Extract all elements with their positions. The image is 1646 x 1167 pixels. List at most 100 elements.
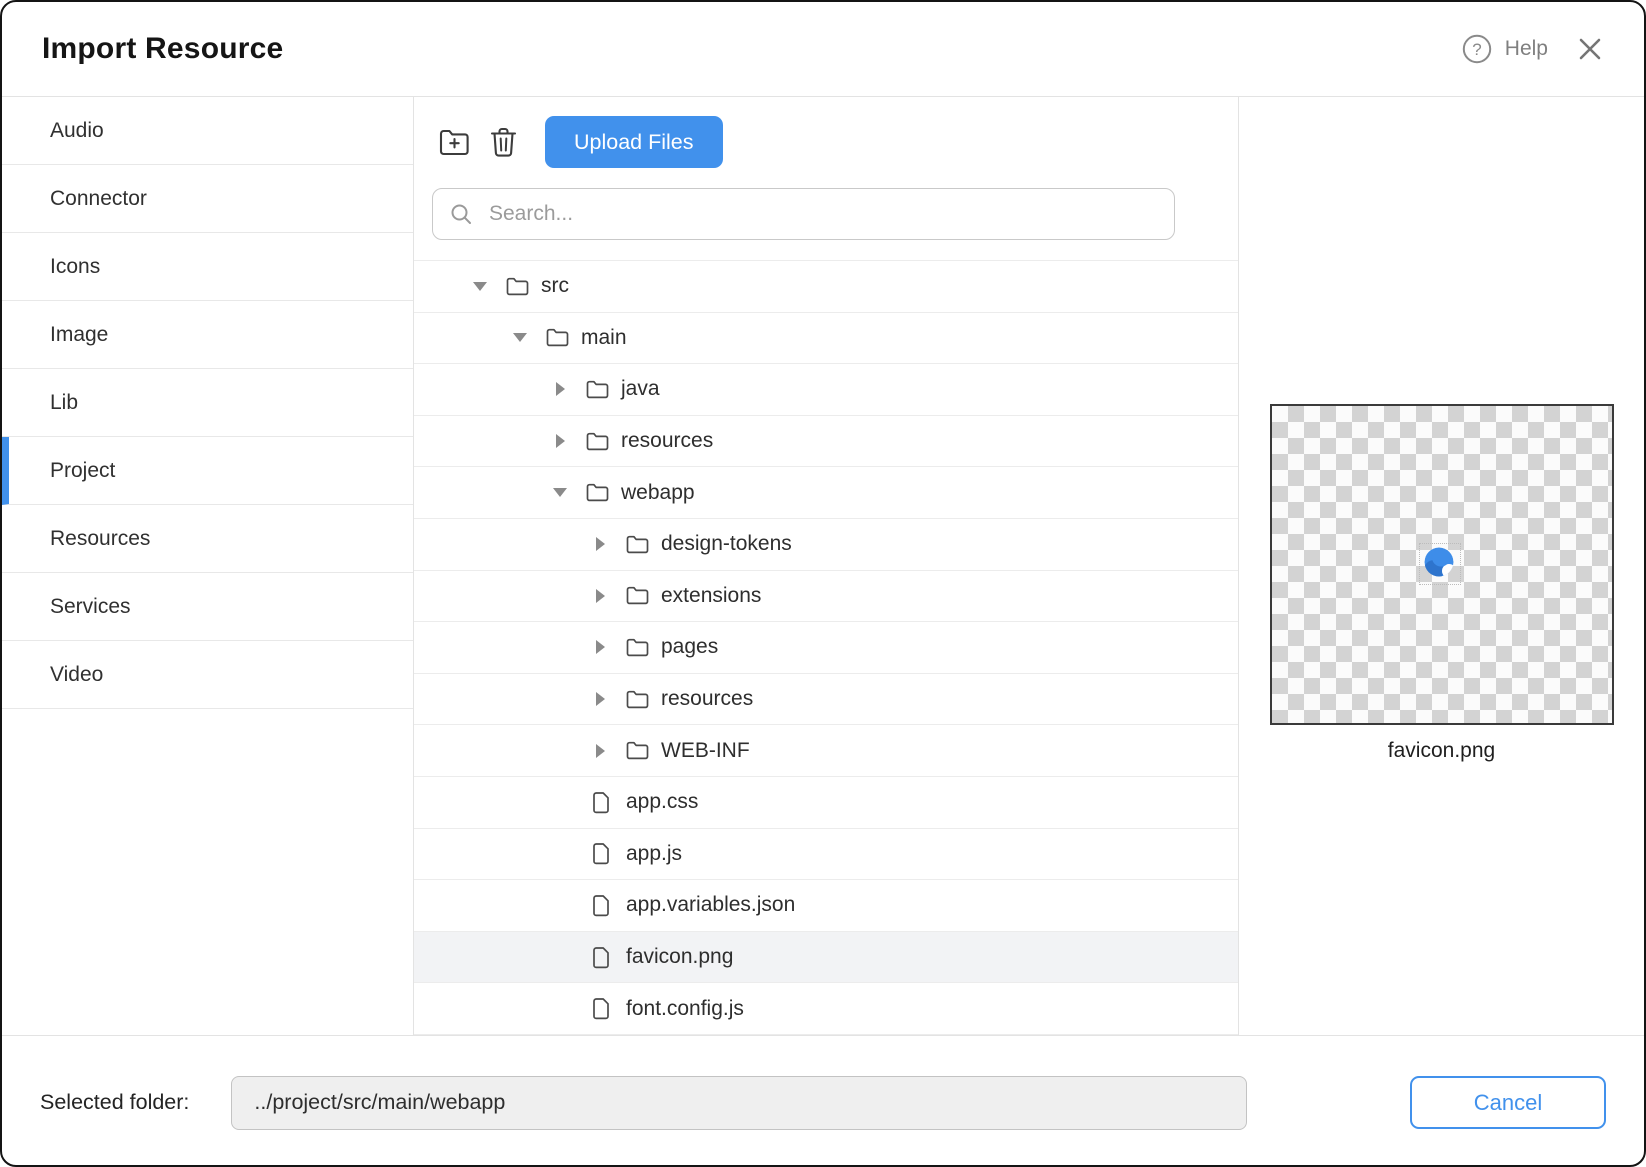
sidebar-item-label: Image <box>50 322 109 346</box>
search-box <box>432 188 1175 240</box>
tree-item-label: favicon.png <box>626 945 734 969</box>
tree-item-label: app.variables.json <box>626 893 796 917</box>
selected-folder-input[interactable] <box>231 1075 1248 1130</box>
sidebar-item-label: Icons <box>50 254 101 278</box>
caret-expanded-icon[interactable] <box>552 488 568 498</box>
file-icon <box>592 946 610 969</box>
sidebar-item-image[interactable]: Image <box>2 301 413 369</box>
new-folder-button[interactable] <box>439 128 470 156</box>
folder-icon <box>626 586 649 605</box>
tree-item-extensions[interactable]: extensions <box>414 571 1238 623</box>
folder-icon <box>586 432 609 451</box>
image-preview <box>1269 404 1614 725</box>
caret-collapsed-icon[interactable] <box>592 537 608 552</box>
help-icon: ? <box>1462 34 1492 64</box>
tree-item-label: src <box>541 274 569 298</box>
sidebar-item-icons[interactable]: Icons <box>2 233 413 301</box>
tree-item-java[interactable]: java <box>414 364 1238 416</box>
caret-expanded-icon[interactable] <box>472 281 488 291</box>
caret-collapsed-icon[interactable] <box>592 588 608 603</box>
folder-icon <box>506 277 529 296</box>
tree-item-src[interactable]: src <box>414 261 1238 313</box>
cancel-button[interactable]: Cancel <box>1410 1076 1606 1129</box>
file-icon <box>592 791 610 814</box>
tree-item-main[interactable]: main <box>414 313 1238 365</box>
file-icon <box>592 997 610 1020</box>
sidebar-item-label: Connector <box>50 186 147 210</box>
tree-item-favicon.png[interactable]: favicon.png <box>414 931 1238 984</box>
tree-item-label: design-tokens <box>661 532 792 556</box>
tree-item-label: pages <box>661 635 719 659</box>
tree-item-label: resources <box>621 429 714 453</box>
tree-item-label: WEB-INF <box>661 738 750 762</box>
tree-item-pages[interactable]: pages <box>414 622 1238 674</box>
tree-item-label: font.config.js <box>626 996 744 1020</box>
close-icon <box>1576 35 1604 63</box>
page-title: Import Resource <box>42 32 284 65</box>
tree-item-resources[interactable]: resources <box>414 416 1238 468</box>
file-browser-pane: Upload Files src main java resources webapp d… <box>414 97 1239 1035</box>
caret-expanded-icon[interactable] <box>512 333 528 343</box>
caret-collapsed-icon[interactable] <box>552 382 568 397</box>
sidebar-item-services[interactable]: Services <box>2 573 413 641</box>
tree-item-app.variables.json[interactable]: app.variables.json <box>414 880 1238 932</box>
tree-item-label: app.css <box>626 790 699 814</box>
svg-text:?: ? <box>1472 40 1481 59</box>
sidebar-item-audio[interactable]: Audio <box>2 97 413 165</box>
sidebar-item-connector[interactable]: Connector <box>2 165 413 233</box>
search-icon <box>449 202 473 226</box>
preview-panel: favicon.png <box>1239 97 1644 1035</box>
header-actions: ? Help <box>1462 34 1604 64</box>
favicon-image <box>1418 543 1461 585</box>
category-sidebar: Audio Connector Icons Image Lib Project Resour… <box>2 97 414 1035</box>
folder-icon <box>626 535 649 554</box>
selected-folder-label: Selected folder: <box>40 1090 190 1114</box>
caret-collapsed-icon[interactable] <box>592 640 608 655</box>
folder-icon <box>586 380 609 399</box>
tree-item-label: extensions <box>661 583 762 607</box>
caret-collapsed-icon[interactable] <box>592 692 608 707</box>
tree-item-resources[interactable]: resources <box>414 674 1238 726</box>
tree-item-label: resources <box>661 687 754 711</box>
caret-collapsed-icon[interactable] <box>552 434 568 449</box>
folder-icon <box>626 690 649 709</box>
dialog-footer: Selected folder: Cancel <box>2 1035 1644 1165</box>
sidebar-item-label: Audio <box>50 118 104 142</box>
upload-files-button[interactable]: Upload Files <box>545 116 723 168</box>
preview-caption: favicon.png <box>1387 739 1496 762</box>
tree-item-label: java <box>621 377 660 401</box>
dialog-body: Audio Connector Icons Image Lib Project Resour… <box>2 97 1644 1035</box>
sidebar-item-video[interactable]: Video <box>2 641 413 709</box>
sidebar-item-label: Video <box>50 662 104 686</box>
sidebar-item-resources[interactable]: Resources <box>2 505 413 573</box>
tree-item-label: app.js <box>626 841 683 865</box>
sidebar-item-label: Lib <box>50 390 79 414</box>
close-button[interactable] <box>1576 35 1604 63</box>
delete-button[interactable] <box>489 127 518 158</box>
dialog-header: Import Resource ? Help <box>2 2 1644 97</box>
help-label: Help <box>1504 37 1548 60</box>
sidebar-item-project[interactable]: Project <box>2 437 413 505</box>
help-button[interactable]: ? Help <box>1462 34 1548 64</box>
tree-item-label: webapp <box>621 480 695 504</box>
sidebar-item-lib[interactable]: Lib <box>2 369 413 437</box>
tree-item-webapp[interactable]: webapp <box>414 467 1238 519</box>
file-tree: src main java resources webapp design-tokens e… <box>414 260 1238 1035</box>
file-icon <box>592 842 610 865</box>
tree-item-WEB-INF[interactable]: WEB-INF <box>414 725 1238 777</box>
tree-item-label: main <box>581 325 627 349</box>
search-input[interactable] <box>487 201 1158 227</box>
caret-collapsed-icon[interactable] <box>592 743 608 758</box>
folder-icon <box>626 638 649 657</box>
tree-item-font.config.js[interactable]: font.config.js <box>414 983 1238 1035</box>
folder-icon <box>586 483 609 502</box>
toolbar: Upload Files <box>439 116 1238 168</box>
folder-icon <box>626 741 649 760</box>
tree-item-app.css[interactable]: app.css <box>414 777 1238 829</box>
new-folder-icon <box>439 128 470 156</box>
trash-icon <box>489 127 518 158</box>
tree-item-design-tokens[interactable]: design-tokens <box>414 519 1238 571</box>
sidebar-item-label: Resources <box>50 526 151 550</box>
tree-item-app.js[interactable]: app.js <box>414 829 1238 881</box>
